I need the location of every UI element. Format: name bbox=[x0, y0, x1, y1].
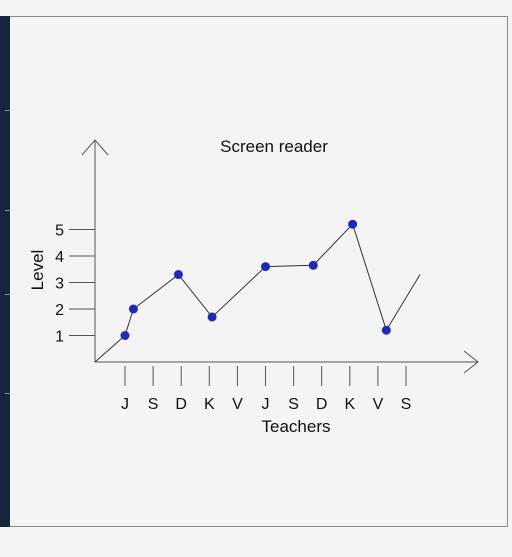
sidebar-tick bbox=[5, 294, 10, 295]
series-line bbox=[94, 219, 421, 363]
data-point bbox=[173, 270, 183, 280]
x-tick-label: K bbox=[344, 396, 355, 413]
x-tick-label: D bbox=[316, 396, 328, 413]
left-sidebar-strip bbox=[0, 16, 10, 527]
data-point bbox=[120, 331, 130, 340]
sidebar-tick bbox=[5, 210, 10, 211]
x-tick-label: K bbox=[204, 396, 215, 413]
x-tick-label: J bbox=[121, 396, 129, 413]
data-point bbox=[381, 325, 391, 335]
y-axis-arrow bbox=[81, 139, 109, 156]
data-point bbox=[308, 260, 318, 270]
chart-frame bbox=[0, 16, 508, 527]
x-tick-label: S bbox=[288, 396, 299, 413]
x-axis-arrow bbox=[463, 350, 479, 374]
sidebar-tick bbox=[5, 393, 10, 394]
sidebar-tick bbox=[5, 110, 10, 111]
y-tick-label: 2 bbox=[55, 302, 64, 319]
x-axis-label: Teachers bbox=[262, 417, 331, 436]
x-tick-label: S bbox=[401, 396, 412, 413]
x-tick-label: S bbox=[148, 396, 159, 413]
series-polyline bbox=[94, 223, 421, 363]
x-tick-label: J bbox=[262, 396, 270, 413]
y-tick-label: 4 bbox=[55, 249, 64, 266]
data-point bbox=[348, 219, 358, 229]
x-tick-label: V bbox=[373, 396, 384, 413]
x-tick-label: V bbox=[232, 396, 243, 413]
data-point bbox=[261, 262, 270, 272]
y-tick-label: 1 bbox=[55, 329, 64, 346]
y-axis-label: Level bbox=[28, 250, 47, 291]
y-tick-label: 5 bbox=[55, 223, 64, 240]
y-ticks: 1 2 3 4 5 bbox=[55, 223, 95, 346]
data-point bbox=[207, 312, 217, 322]
x-tick-label: D bbox=[175, 396, 187, 413]
data-point bbox=[128, 304, 138, 314]
chart-title: Screen reader bbox=[220, 137, 328, 156]
y-tick-label: 3 bbox=[55, 276, 64, 293]
